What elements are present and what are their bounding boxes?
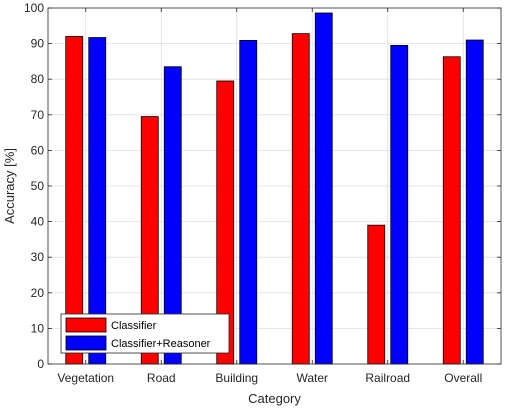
x-tick-label-road: Road xyxy=(147,371,176,385)
y-tick-label: 40 xyxy=(31,215,45,229)
bar-classifier-reasoner-overall xyxy=(465,39,484,365)
legend-swatch-classifier-reasoner xyxy=(65,335,107,351)
y-tick-label: 30 xyxy=(31,250,45,264)
y-tick-label: 20 xyxy=(31,286,45,300)
x-tick-label-building: Building xyxy=(215,371,258,385)
grid-lines xyxy=(48,8,501,364)
x-tick-label-water: Water xyxy=(296,371,328,385)
y-tick-label: 50 xyxy=(31,179,45,193)
legend-label-classifier: Classifier xyxy=(111,320,157,332)
bar-classifier-reasoner-railroad xyxy=(390,44,409,365)
bar-classifier-water xyxy=(291,33,310,365)
y-tick-label: 0 xyxy=(37,357,44,371)
bar-classifier-overall xyxy=(442,56,461,365)
legend-label-classifier-reasoner: Classifier+Reasoner xyxy=(111,338,211,350)
y-tick-label: 90 xyxy=(31,37,45,51)
y-tick-label: 100 xyxy=(24,1,44,15)
x-tick-label-overall: Overall xyxy=(444,371,482,385)
y-tick-label: 70 xyxy=(31,108,45,122)
y-axis-ticks: 0 10 20 30 40 50 60 70 80 90 100 xyxy=(24,1,501,371)
y-tick-label: 10 xyxy=(31,321,45,335)
bar-classifier-railroad xyxy=(367,224,386,365)
x-tick-label-railroad: Railroad xyxy=(365,371,410,385)
bar-classifier-reasoner-water xyxy=(314,12,333,365)
bar-classifier-reasoner-building xyxy=(239,39,258,365)
x-tick-label-vegetation: Vegetation xyxy=(57,371,114,385)
y-tick-label: 60 xyxy=(31,143,45,157)
y-tick-label: 80 xyxy=(31,72,45,86)
x-axis-ticks: Vegetation Road Building Water Railroad Overa… xyxy=(57,8,482,385)
legend-swatch-classifier xyxy=(65,317,107,333)
legend: Classifier Classifier+Reasoner xyxy=(60,313,230,354)
x-axis-label: Category xyxy=(248,391,301,406)
y-axis-label: Accuracy [%] xyxy=(2,148,17,224)
